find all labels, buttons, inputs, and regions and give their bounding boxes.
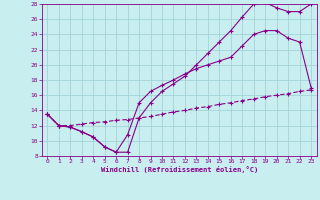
X-axis label: Windchill (Refroidissement éolien,°C): Windchill (Refroidissement éolien,°C)	[100, 166, 258, 173]
